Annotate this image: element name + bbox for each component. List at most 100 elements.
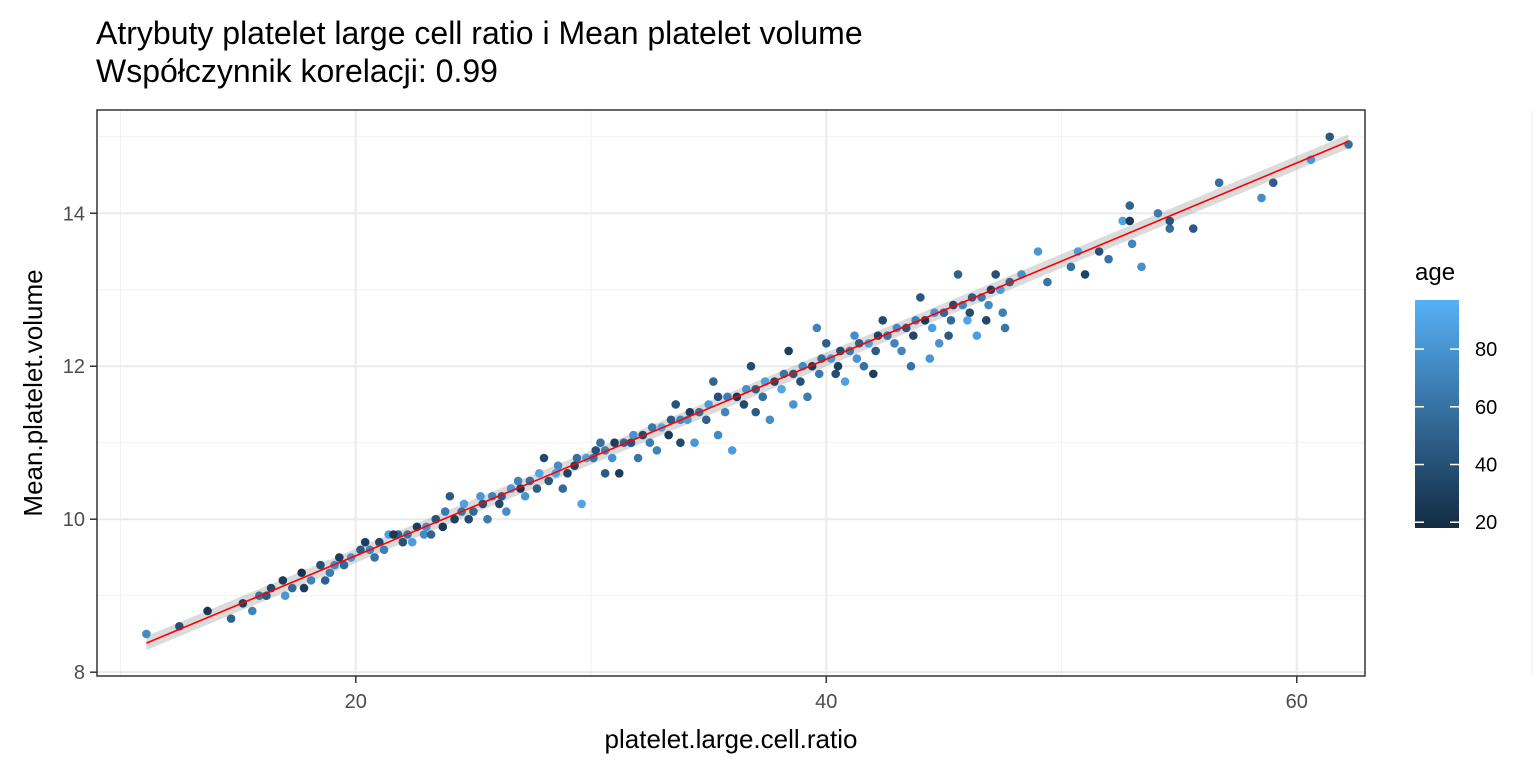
x-axis: 20 40 60: [345, 676, 1308, 713]
trend-line-layer: [146, 140, 1349, 644]
data-point: [878, 316, 888, 325]
data-point: [972, 331, 982, 340]
data-point: [739, 400, 749, 409]
legend-tick-label: 20: [1475, 512, 1497, 534]
data-point: [476, 491, 485, 501]
data-point: [563, 469, 572, 478]
data-point: [944, 331, 953, 340]
data-point: [389, 530, 398, 539]
data-point: [713, 430, 723, 440]
data-point: [607, 453, 617, 463]
data-point: [614, 469, 624, 478]
data-point: [1257, 193, 1266, 203]
data-point: [502, 507, 511, 516]
data-point: [859, 361, 869, 371]
data-point: [335, 553, 344, 562]
data-point: [1125, 201, 1135, 210]
data-point: [1325, 132, 1335, 142]
data-point: [647, 423, 657, 432]
data-point: [513, 476, 523, 486]
data-point: [440, 507, 450, 516]
y-axis: 8 10 12 14: [63, 203, 97, 684]
data-point: [203, 606, 212, 616]
data-point: [445, 491, 455, 501]
chart-title-block: Atrybuty platelet large cell ratio i Mea…: [96, 14, 863, 90]
data-point: [1080, 270, 1090, 279]
data-point: [720, 407, 730, 417]
y-tick-label: 8: [74, 662, 85, 684]
data-point: [645, 438, 655, 448]
data-point: [459, 499, 469, 509]
data-point: [591, 446, 601, 455]
data-point: [685, 407, 695, 417]
data-point: [419, 530, 429, 539]
data-point: [850, 331, 859, 340]
data-point: [407, 537, 417, 547]
data-point: [306, 576, 316, 585]
data-point: [1118, 216, 1127, 226]
data-point: [1165, 224, 1175, 233]
data-point: [1214, 178, 1224, 187]
data-point: [652, 446, 662, 455]
data-point: [370, 553, 379, 562]
legend-tick-label: 60: [1475, 397, 1497, 419]
data-point: [1153, 208, 1163, 218]
data-point: [916, 293, 925, 302]
data-point: [713, 392, 723, 402]
data-point: [934, 338, 944, 348]
data-point: [299, 583, 309, 593]
data-point: [426, 530, 436, 539]
data-point: [1125, 216, 1135, 226]
data-point: [666, 415, 676, 425]
grid-minor: [97, 110, 1533, 676]
data-point: [890, 338, 899, 348]
data-point: [906, 361, 916, 371]
data-point: [600, 469, 610, 478]
data-point: [534, 469, 544, 478]
data-point: [1043, 277, 1052, 287]
chart-title: Atrybuty platelet large cell ratio i Mea…: [96, 15, 863, 51]
data-point: [690, 438, 699, 448]
data-point: [1188, 224, 1198, 233]
data-point: [320, 576, 330, 585]
data-point: [142, 629, 151, 639]
data-point: [544, 476, 553, 486]
legend-tick-label: 40: [1475, 455, 1497, 477]
data-point: [464, 514, 473, 524]
data-point: [1137, 262, 1146, 272]
data-point: [765, 415, 775, 425]
data-point: [316, 560, 325, 570]
data-point: [596, 438, 605, 448]
data-point: [965, 308, 975, 317]
data-point: [469, 507, 478, 516]
data-point: [1033, 247, 1043, 256]
data-point: [758, 392, 768, 402]
data-point: [664, 430, 673, 440]
data-point: [927, 323, 937, 333]
data-point: [450, 514, 459, 524]
legend-ticks: 20 40 60 80: [1415, 339, 1497, 534]
data-point: [356, 545, 365, 555]
data-point: [438, 522, 448, 532]
data-point: [727, 446, 737, 455]
data-point: [379, 545, 389, 555]
data-point: [1165, 216, 1175, 226]
data-point: [991, 270, 1000, 279]
data-point: [278, 576, 288, 585]
legend-tick-label: 80: [1475, 339, 1497, 361]
data-point: [784, 346, 793, 356]
data-point: [494, 499, 504, 509]
data-point: [610, 438, 619, 448]
data-point: [633, 453, 643, 463]
data-point: [746, 361, 756, 371]
data-point: [339, 560, 349, 570]
data-point: [833, 361, 843, 371]
data-point: [1094, 247, 1104, 256]
data-point: [553, 461, 563, 470]
data-point: [226, 614, 236, 623]
x-tick-label: 40: [815, 691, 837, 713]
data-point: [897, 346, 906, 356]
chart-subtitle: Współczynnik korelacji: 0.99: [96, 53, 498, 89]
y-tick-label: 12: [63, 356, 85, 378]
